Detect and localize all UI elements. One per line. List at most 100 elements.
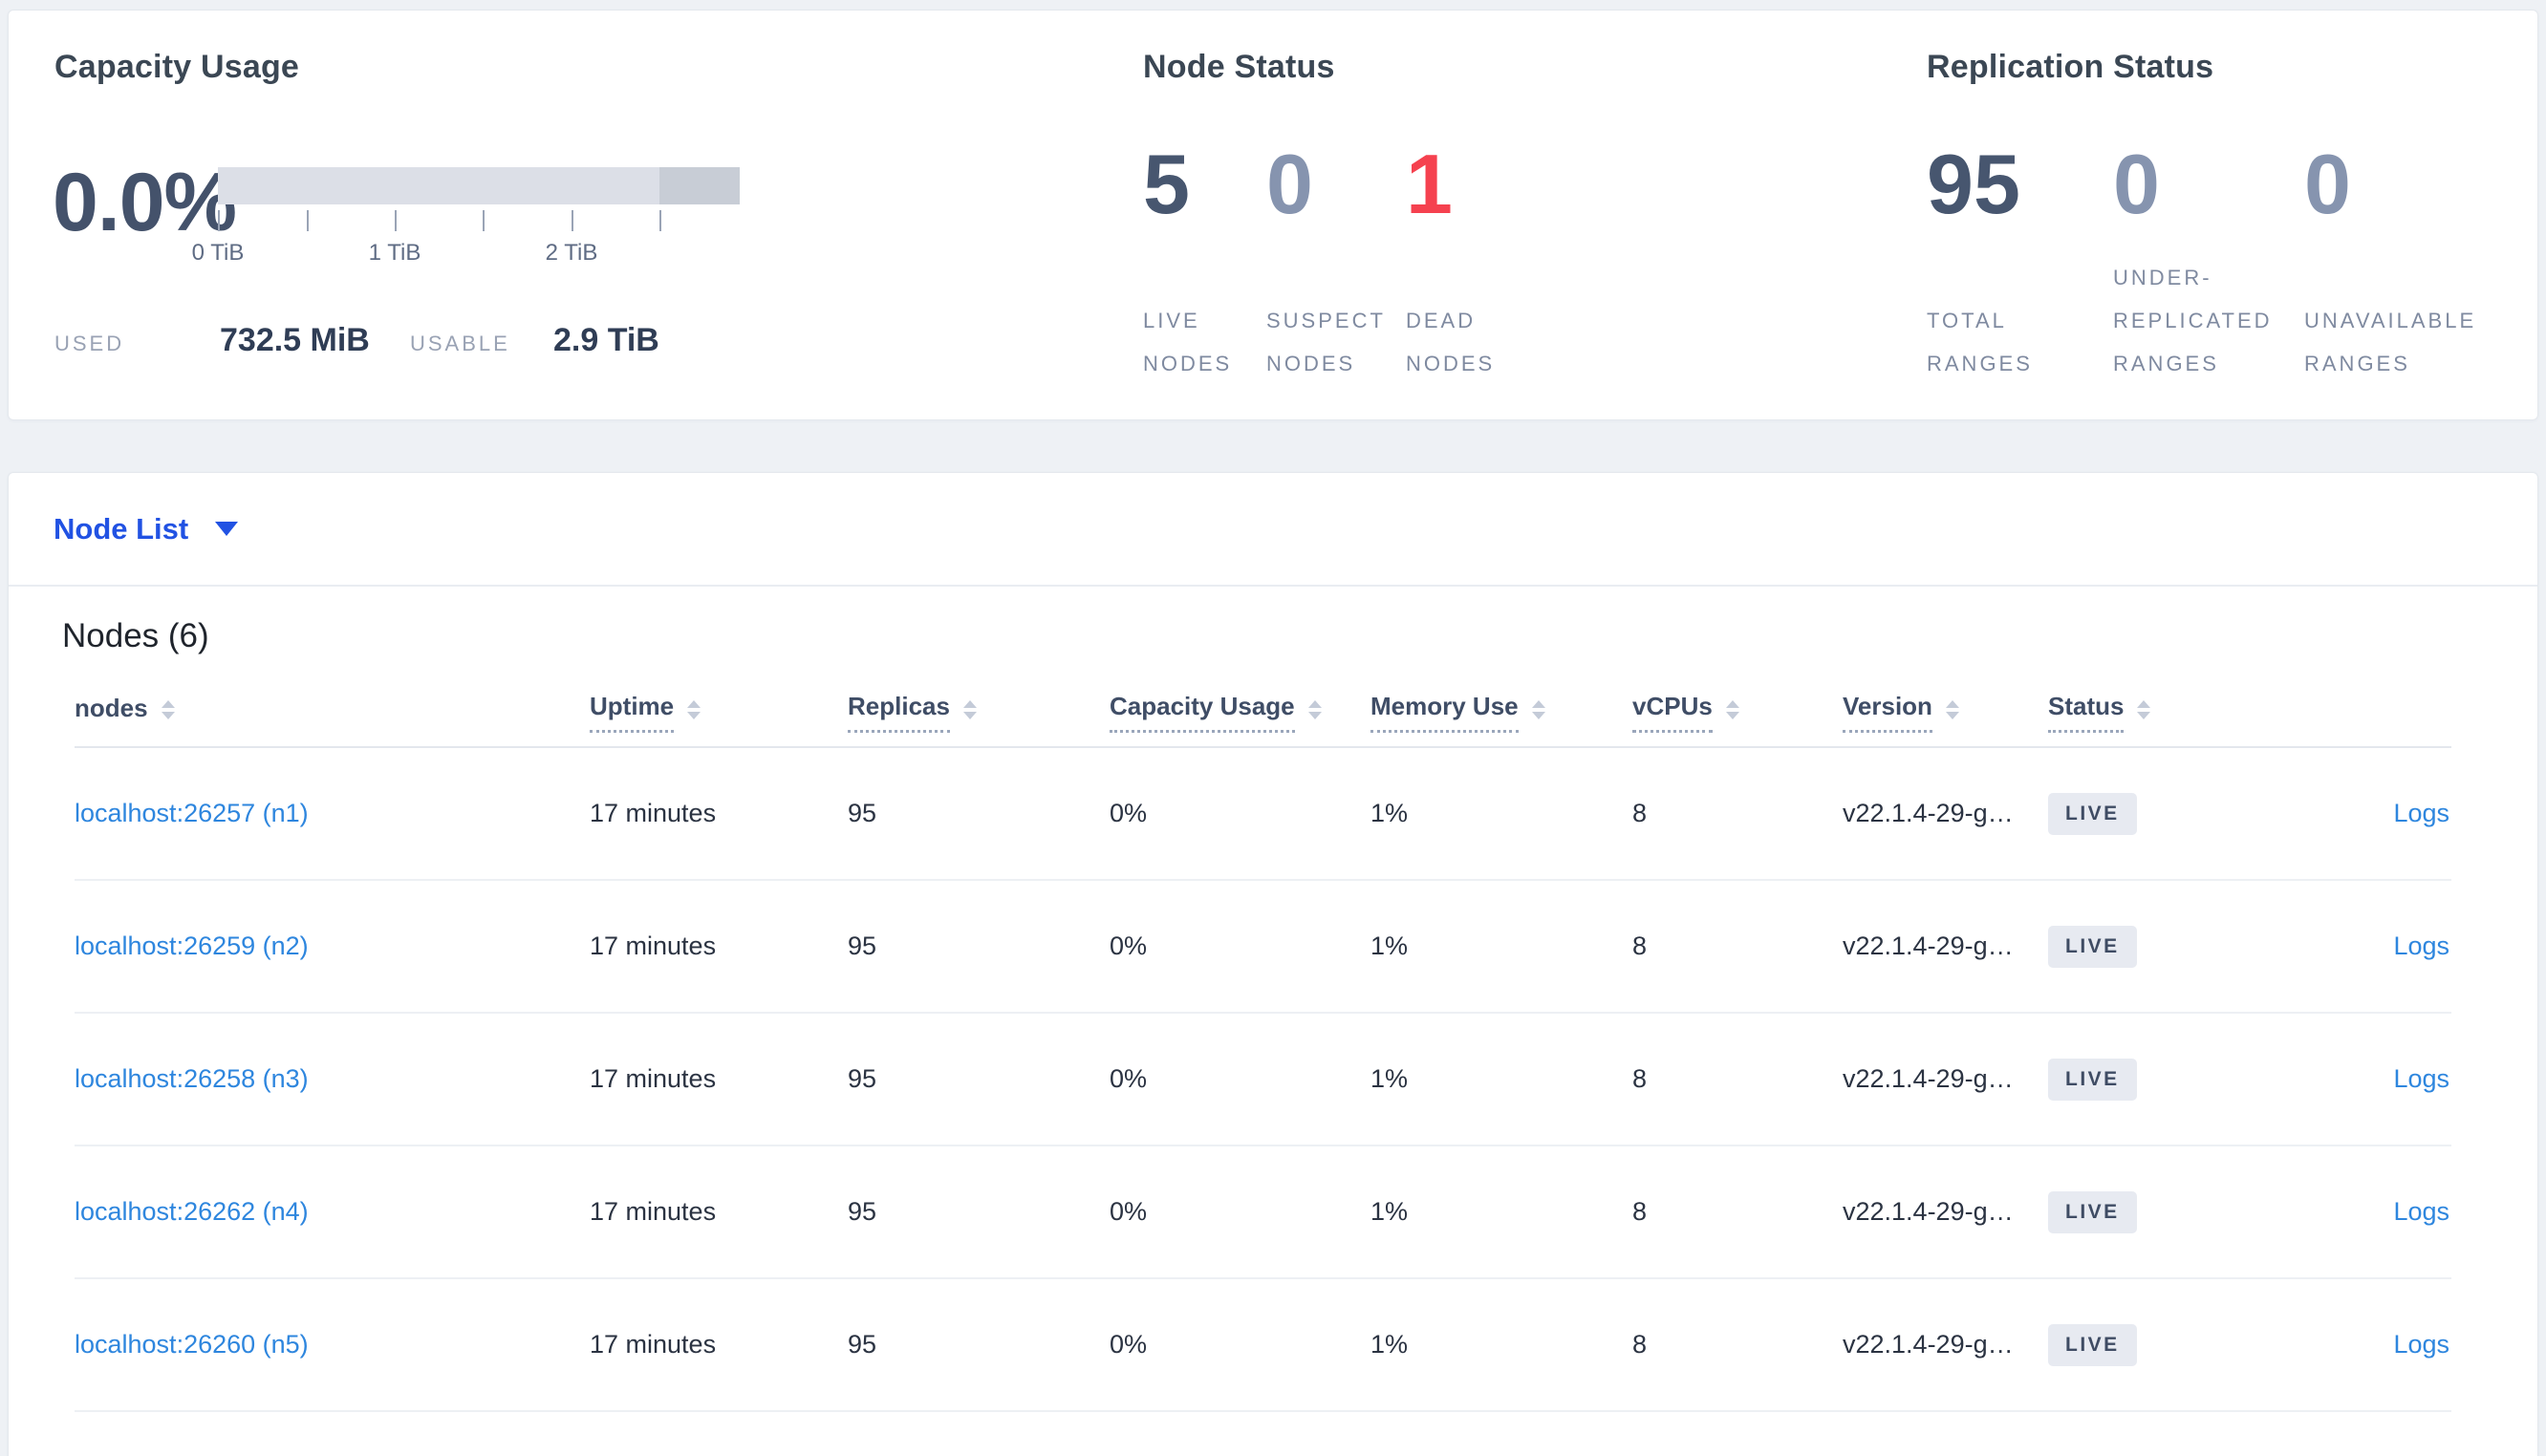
node-link[interactable]: localhost:26257 (n1) (75, 799, 309, 827)
suspect-nodes-count: 0 (1266, 137, 1313, 231)
replicas-cell: 95 (848, 1064, 877, 1093)
uptime-cell: 17 minutes (590, 799, 717, 827)
node-link[interactable]: localhost:26260 (n5) (75, 1330, 309, 1359)
axis-tick (218, 210, 220, 231)
column-header-uptime[interactable]: Uptime (590, 692, 848, 733)
sort-icon (687, 699, 701, 719)
usable-label: USABLE (410, 332, 510, 355)
logs-link[interactable]: Logs (2393, 799, 2449, 827)
dead-nodes-count: 1 (1406, 137, 1453, 231)
memory-cell: 1% (1370, 799, 1409, 827)
table-row: localhost:26259 (n2) 17 minutes 95 0% 1%… (75, 881, 2451, 1014)
replicas-cell: 95 (848, 931, 877, 960)
column-header-status[interactable]: Status (2048, 692, 2253, 733)
memory-cell: 1% (1370, 1330, 1409, 1359)
uptime-cell: 17 minutes (590, 1197, 717, 1226)
replication-status-title: Replication Status (1927, 49, 2214, 85)
used-value: 732.5 MiB (220, 322, 370, 358)
vcpus-cell: 8 (1632, 1197, 1648, 1226)
total-ranges-label: TOTAL RANGES (1927, 309, 2033, 375)
column-header-memory-use[interactable]: Memory Use (1370, 692, 1632, 733)
vcpus-cell: 8 (1632, 1330, 1648, 1359)
axis-tick-label: 0 TiB (191, 240, 245, 266)
live-nodes-count: 5 (1143, 137, 1190, 231)
capacity-cell: 0% (1110, 931, 1148, 960)
axis-tick-label: 2 TiB (545, 240, 598, 266)
total-ranges-count: 95 (1927, 137, 2020, 231)
table-row: localhost:26258 (n3) 17 minutes 95 0% 1%… (75, 1014, 2451, 1146)
vcpus-cell: 8 (1632, 931, 1648, 960)
node-list-dropdown-label: Node List (54, 511, 189, 546)
capacity-bar-chart: 0 TiB 1 TiB 2 TiB (192, 167, 740, 282)
suspect-nodes-label: SUSPECT NODES (1266, 309, 1386, 375)
status-badge: LIVE (2048, 1323, 2137, 1366)
logs-link[interactable]: Logs (2393, 931, 2449, 960)
memory-cell: 1% (1370, 931, 1409, 960)
capacity-cell: 0% (1110, 799, 1148, 827)
column-header-version[interactable]: Version (1843, 692, 2048, 733)
axis-tick (483, 210, 485, 231)
cluster-summary-panel: Capacity Usage 0.0% 0 TiB 1 TiB 2 TiB US… (8, 10, 2538, 420)
under-replicated-ranges-label: UNDER-REPLICATED RANGES (2113, 266, 2273, 375)
table-row: localhost:26257 (n1) 17 minutes 95 0% 1%… (75, 748, 2451, 881)
dead-nodes-label: DEAD NODES (1406, 309, 1496, 375)
vcpus-cell: 8 (1632, 1064, 1648, 1093)
table-row: localhost:26260 (n5) 17 minutes 95 0% 1%… (75, 1279, 2451, 1412)
column-header-capacity-usage[interactable]: Capacity Usage (1110, 692, 1370, 733)
axis-tick (307, 210, 309, 231)
table-row: localhost:26262 (n4) 17 minutes 95 0% 1%… (75, 1146, 2451, 1279)
uptime-cell: 17 minutes (590, 1330, 717, 1359)
capacity-cell: 0% (1110, 1064, 1148, 1093)
uptime-cell: 17 minutes (590, 1064, 717, 1093)
status-badge: LIVE (2048, 925, 2137, 968)
uptime-cell: 17 minutes (590, 931, 717, 960)
usable-value: 2.9 TiB (553, 322, 659, 358)
sort-icon (1307, 699, 1322, 719)
sort-icon (1531, 699, 1545, 719)
nodes-heading: Nodes (6) (62, 617, 209, 654)
version-cell: v22.1.4-29-g… (1843, 931, 2014, 960)
replicas-cell: 95 (848, 1197, 877, 1226)
sort-icon (2137, 699, 2151, 719)
capacity-used-percent: 0.0% (53, 157, 237, 248)
replicas-cell: 95 (848, 799, 877, 827)
version-cell: v22.1.4-29-g… (1843, 1197, 2014, 1226)
status-badge: LIVE (2048, 792, 2137, 835)
column-header-vcpus[interactable]: vCPUs (1632, 692, 1843, 733)
logs-link[interactable]: Logs (2393, 1064, 2449, 1093)
column-header-replicas[interactable]: Replicas (848, 692, 1110, 733)
capacity-bar (218, 167, 740, 204)
node-list-panel: Node List Nodes (6) nodes Uptime Replica… (8, 472, 2538, 1456)
nodes-table: nodes Uptime Replicas Capacity Usage Mem… (9, 692, 2537, 1412)
node-link[interactable]: localhost:26258 (n3) (75, 1064, 309, 1093)
node-list-dropdown[interactable]: Node List (54, 511, 239, 546)
capacity-usage-title: Capacity Usage (54, 49, 300, 85)
memory-cell: 1% (1370, 1064, 1409, 1093)
chevron-down-icon (215, 522, 239, 536)
status-badge: LIVE (2048, 1190, 2137, 1233)
logs-link[interactable]: Logs (2393, 1197, 2449, 1226)
live-nodes-label: LIVE NODES (1143, 309, 1233, 375)
replicas-cell: 95 (848, 1330, 877, 1359)
axis-tick (572, 210, 573, 231)
node-link[interactable]: localhost:26262 (n4) (75, 1197, 309, 1226)
sort-icon (161, 699, 175, 719)
version-cell: v22.1.4-29-g… (1843, 1330, 2014, 1359)
status-badge: LIVE (2048, 1058, 2137, 1101)
unavailable-ranges-count: 0 (2304, 137, 2351, 231)
unavailable-ranges-label: UNAVAILABLE RANGES (2304, 309, 2477, 375)
capacity-axis-ticks (218, 210, 740, 233)
nodes-table-header: nodes Uptime Replicas Capacity Usage Mem… (75, 692, 2451, 733)
node-link[interactable]: localhost:26259 (n2) (75, 931, 309, 960)
view-selector-row: Node List (9, 473, 2537, 587)
axis-tick (395, 210, 397, 231)
header-divider (75, 746, 2451, 748)
column-header-nodes[interactable]: nodes (75, 694, 590, 732)
capacity-cell: 0% (1110, 1197, 1148, 1226)
vcpus-cell: 8 (1632, 799, 1648, 827)
capacity-bar-reserved-segment (659, 167, 740, 204)
version-cell: v22.1.4-29-g… (1843, 1064, 2014, 1093)
sort-icon (962, 699, 977, 719)
logs-link[interactable]: Logs (2393, 1330, 2449, 1359)
version-cell: v22.1.4-29-g… (1843, 799, 2014, 827)
